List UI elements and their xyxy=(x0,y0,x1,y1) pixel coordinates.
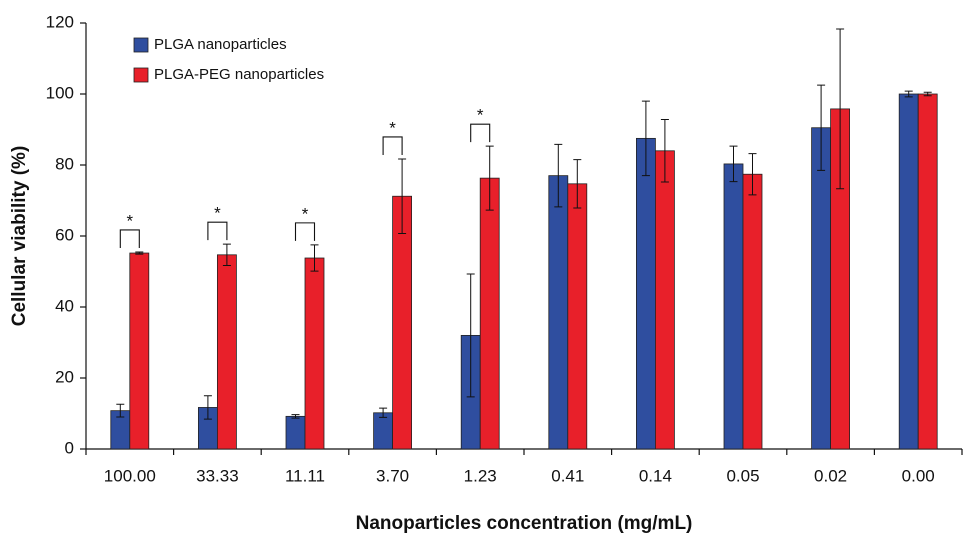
bar xyxy=(742,173,763,450)
error-bar xyxy=(310,244,319,272)
error-bar xyxy=(466,273,475,398)
y-tick-label: 40 xyxy=(55,296,74,315)
error-bar xyxy=(116,403,125,418)
error-bar xyxy=(291,414,300,419)
bar xyxy=(655,150,675,450)
y-tick-label: 100 xyxy=(46,83,74,102)
bar xyxy=(373,412,394,450)
x-tick-label: 0.14 xyxy=(639,466,672,485)
x-tick-label: 0.41 xyxy=(551,466,584,485)
bar xyxy=(304,257,325,450)
bar xyxy=(479,177,500,450)
significance-bracket xyxy=(294,222,316,241)
bar xyxy=(392,195,413,450)
significance-bracket xyxy=(119,229,140,248)
bar xyxy=(636,137,656,450)
legend-swatch xyxy=(133,37,149,53)
bar xyxy=(129,252,150,450)
error-bar xyxy=(573,159,582,209)
significance-bracket xyxy=(382,136,403,155)
y-tick-label: 60 xyxy=(55,225,74,244)
x-tick-label: 0.00 xyxy=(902,466,935,485)
significance-label: * xyxy=(389,118,396,137)
error-bar xyxy=(748,153,757,196)
error-bar xyxy=(641,100,650,177)
error-bar xyxy=(904,90,913,98)
bar xyxy=(567,183,588,450)
error-bar xyxy=(485,145,494,211)
bar xyxy=(917,93,938,450)
error-bar xyxy=(923,91,932,97)
significance-label: * xyxy=(126,211,133,230)
y-tick-label: 80 xyxy=(55,154,74,173)
significance-label: * xyxy=(214,204,221,223)
error-bar xyxy=(135,251,144,255)
x-tick-label: 1.23 xyxy=(464,466,497,485)
y-tick-label: 0 xyxy=(65,438,74,457)
y-tick-label: 120 xyxy=(46,12,74,31)
bar xyxy=(548,175,569,450)
bar xyxy=(723,163,744,450)
error-bar xyxy=(836,28,845,190)
x-tick-label: 100.00 xyxy=(104,466,156,485)
significance-bracket xyxy=(470,123,491,143)
x-tick-label: 0.02 xyxy=(814,466,847,485)
y-axis-title: Cellular viability (%) xyxy=(9,146,30,327)
legend-label: PLGA nanoparticles xyxy=(154,36,287,53)
error-bar xyxy=(660,119,669,183)
bar xyxy=(285,415,306,450)
significance-bracket xyxy=(207,221,228,241)
x-tick-label: 3.70 xyxy=(376,466,409,485)
x-tick-label: 33.33 xyxy=(196,466,239,485)
x-tick-label: 11.11 xyxy=(285,466,325,485)
bar xyxy=(216,254,237,450)
bar xyxy=(898,93,919,450)
error-bar xyxy=(222,243,231,266)
y-tick-label: 20 xyxy=(55,367,74,386)
significance-label: * xyxy=(302,204,309,223)
error-bar xyxy=(729,145,738,183)
legend-swatch xyxy=(133,67,149,83)
error-bar xyxy=(554,143,563,208)
legend-label: PLGA-PEG nanoparticles xyxy=(154,66,324,83)
error-bar xyxy=(398,158,407,235)
error-bar xyxy=(379,407,388,418)
error-bar xyxy=(817,84,826,171)
x-axis-title: Nanoparticles concentration (mg/mL) xyxy=(356,513,693,534)
bar xyxy=(811,127,831,450)
significance-label: * xyxy=(477,106,484,125)
error-bar xyxy=(203,395,212,420)
x-tick-label: 0.05 xyxy=(726,466,759,485)
